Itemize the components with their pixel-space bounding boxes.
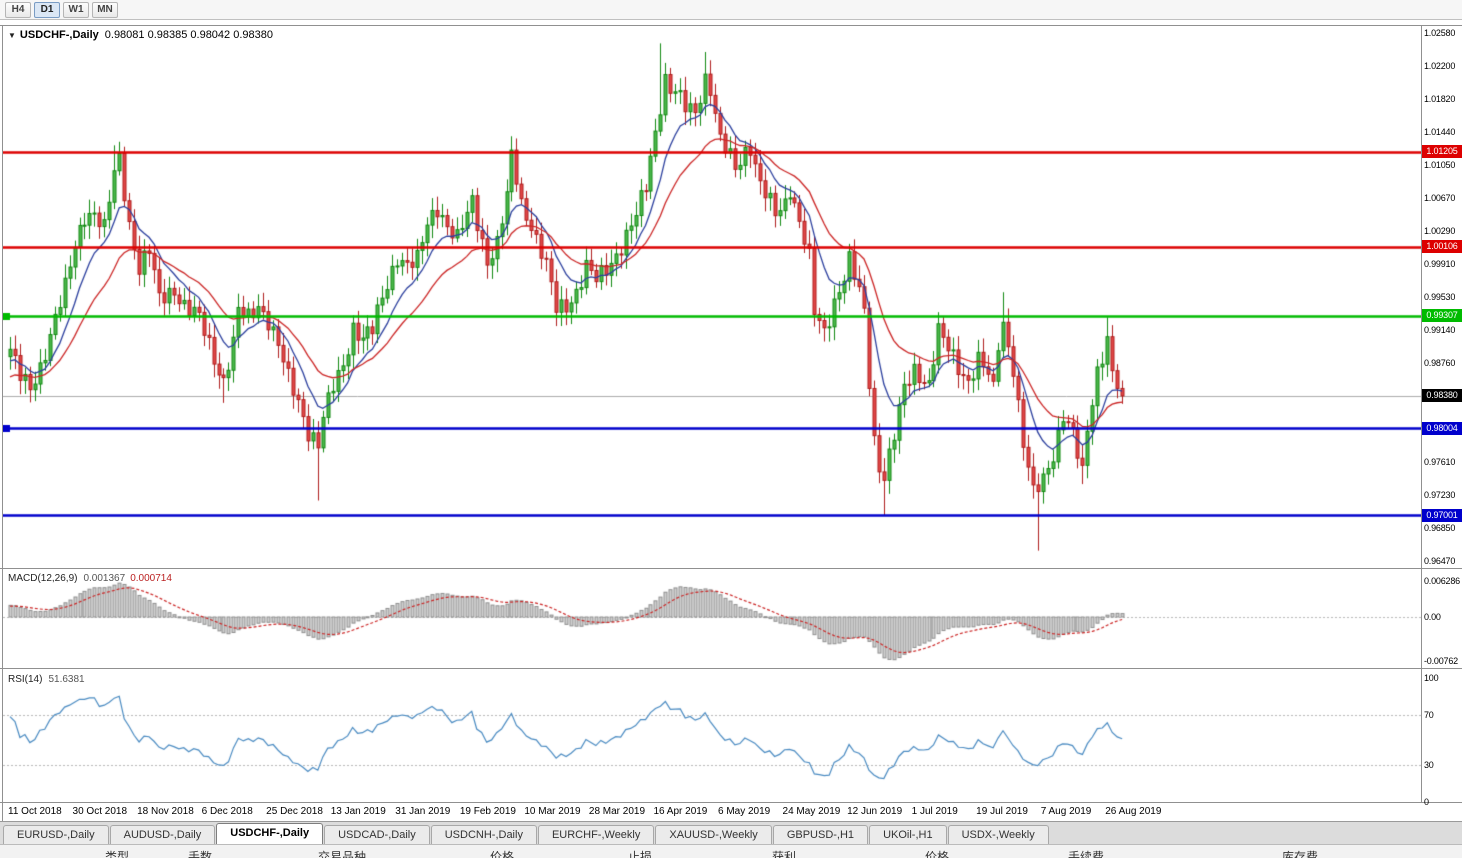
price-line-tag[interactable]: 0.98004 [1422,421,1462,435]
terminal-column-header: 止损 [628,850,653,858]
price-axis-label: 0.96850 [1424,523,1456,534]
chart-tab-eurchf[interactable]: EURCHF-,Weekly [537,825,655,844]
rsi-axis-label: 100 [1424,673,1439,683]
current-price-tag: 0.98380 [1422,389,1462,403]
macd-canvas[interactable] [3,570,1421,667]
price-line-tag[interactable]: 0.99307 [1422,309,1462,323]
panel-separator [0,802,1462,803]
price-axis-label: 0.99530 [1424,291,1456,302]
date-axis-label: 6 May 2019 [717,806,771,817]
terminal-column-header: 获利 [772,850,797,858]
chart-tab-audusd[interactable]: AUDUSD-,Daily [109,825,216,844]
macd-axis-label: 0.00 [1424,612,1441,622]
chart-tab-usdcnh[interactable]: USDCNH-,Daily [430,825,537,844]
chart-collapse-icon[interactable]: ▼ [8,31,16,40]
price-line-tag[interactable]: 0.97001 [1422,508,1462,522]
price-line-tag[interactable]: 1.00106 [1422,240,1462,254]
date-axis-label: 31 Jan 2019 [395,806,451,817]
price-axis-label: 0.99140 [1424,325,1456,336]
date-axis-label: 25 Dec 2018 [266,806,323,817]
price-axis-label: 0.97230 [1424,490,1456,501]
timeframe-button-w1[interactable]: W1 [63,1,89,18]
chart-title: ▼ USDCHF-,Daily 0.98081 0.98385 0.98042 0.… [8,29,273,41]
terminal-column-header: 库存费 [1282,850,1319,858]
rsi-value: 51.6381 [48,674,85,685]
date-axis-label: 7 Aug 2019 [1040,806,1092,817]
date-axis-label: 6 Dec 2018 [201,806,253,817]
price-line-tag[interactable]: 1.01205 [1422,145,1462,159]
rsi-indicator-label: RSI(14) [8,674,43,685]
timeframe-button-h4[interactable]: H4 [5,1,31,18]
date-axis-label: 19 Jul 2019 [976,806,1028,817]
price-axis-label: 1.00290 [1424,225,1456,236]
rsi-panel-label: RSI(14) 51.6381 [8,674,85,685]
chart-tab-xauusd[interactable]: XAUUSD-,Weekly [655,825,772,844]
price-axis-label: 1.02580 [1424,28,1456,38]
date-axis-label: 18 Nov 2018 [137,806,194,817]
macd-panel-label: MACD(12,26,9) 0.001367 0.000714 [8,573,172,584]
price-axis-label: 1.01820 [1424,93,1456,104]
price-axis-label: 1.01440 [1424,126,1456,137]
panel-separator[interactable] [0,668,1462,669]
chart-tabs-bar: EURUSD-,Daily AUDUSD-,Daily USDCHF-,Daily U… [0,821,1462,844]
timeframe-button-group: H4 D1 W1 MN [5,1,118,18]
rsi-canvas[interactable] [3,670,1421,801]
panel-separator [0,25,1462,26]
price-axis-label: 0.99910 [1424,258,1456,269]
price-axis-label: 1.00670 [1424,193,1456,204]
date-axis-label: 16 Apr 2019 [653,806,708,817]
timeframe-button-mn[interactable]: MN [92,1,118,18]
terminal-column-header: 价格 [925,850,950,858]
macd-value-signal: 0.000714 [130,573,172,584]
date-axis-label: 30 Oct 2018 [72,806,128,817]
date-axis-label: 13 Jan 2019 [330,806,386,817]
chart-tab-ukoil[interactable]: UKOil-,H1 [869,825,947,844]
chart-left-border [2,25,3,821]
date-axis-label: 10 Mar 2019 [524,806,581,817]
macd-value-main: 0.001367 [83,573,126,584]
chart-tab-eurusd[interactable]: EURUSD-,Daily [3,825,109,844]
rsi-axis-label: 30 [1424,759,1434,770]
chart-tab-usdcad[interactable]: USDCAD-,Daily [324,825,430,844]
macd-indicator-label: MACD(12,26,9) [8,573,78,584]
terminal-column-header: 价格 [490,850,515,858]
terminal-column-header: 手数 [188,850,213,858]
chart-tab-usdchf[interactable]: USDCHF-,Daily [216,823,324,844]
price-axis-label: 1.02200 [1424,60,1456,71]
terminal-column-header: 手续费 [1068,850,1105,858]
date-axis-label: 24 May 2019 [782,806,841,817]
chart-tab-usdx[interactable]: USDX-,Weekly [947,825,1049,844]
chart-ohlc-values: 0.98081 0.98385 0.98042 0.98380 [104,29,273,41]
date-axis-label: 28 Mar 2019 [588,806,646,817]
status-bar: 类型 手数 交易品种 价格 止损 获利 价格 手续费 库存费 [0,844,1462,858]
timeframe-toolbar: H4 D1 W1 MN [0,0,1462,20]
price-axis-label: 1.01050 [1424,160,1456,171]
macd-axis-label: -0.00762 [1424,656,1458,667]
chart-tab-gbpusd[interactable]: GBPUSD-,H1 [772,825,869,844]
date-axis-label: 1 Jul 2019 [911,806,958,817]
terminal-column-header: 交易品种 [318,850,367,858]
panel-separator[interactable] [0,568,1462,569]
terminal-column-header: 类型 [105,850,130,858]
price-axis-label: 0.98760 [1424,358,1456,369]
price-chart-canvas[interactable] [3,26,1421,568]
price-axis-label: 0.96470 [1424,555,1456,566]
macd-axis-label: 0.006286 [1424,575,1460,586]
timeframe-button-d1[interactable]: D1 [34,1,60,18]
date-axis-label: 12 Jun 2019 [847,806,903,817]
rsi-axis-label: 70 [1424,710,1434,721]
price-axis-divider [1421,26,1422,802]
date-axis-label: 11 Oct 2018 [8,806,62,817]
price-axis-label: 0.97610 [1424,457,1456,468]
rsi-axis-label: 0 [1424,797,1429,807]
date-axis-label: 26 Aug 2019 [1105,806,1162,817]
date-axis-label: 19 Feb 2019 [459,806,516,817]
chart-symbol-title: USDCHF-,Daily [19,29,99,41]
